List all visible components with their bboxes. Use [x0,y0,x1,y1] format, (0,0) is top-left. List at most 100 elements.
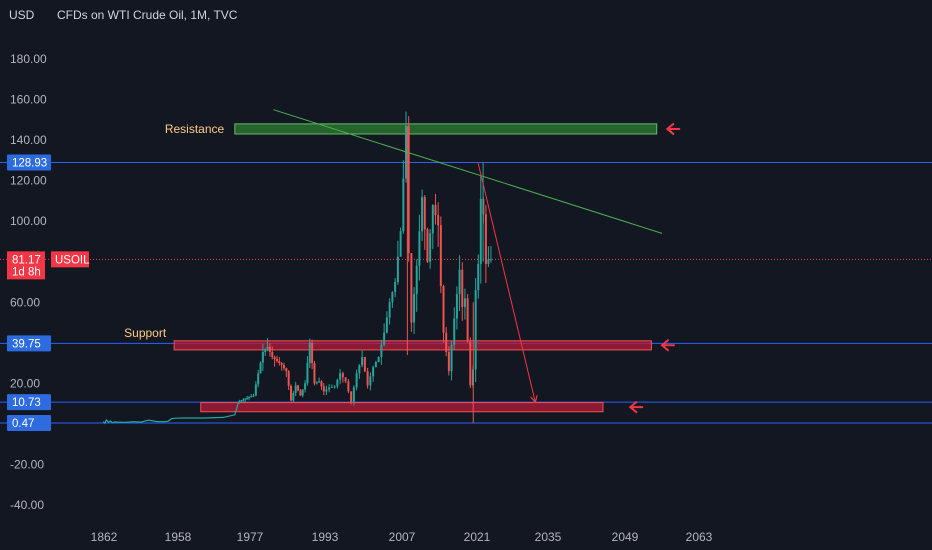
candle-body [248,397,251,399]
candle-body [396,256,399,282]
candle-body [344,377,347,382]
candle-body [266,346,269,350]
candle-body [372,367,375,377]
candle-body [363,357,366,372]
candle-body [322,386,325,392]
price-level-badge [7,394,51,411]
support-zone [200,402,604,413]
candle-body [352,387,355,402]
candle-body [325,389,328,392]
candle-body [328,387,331,390]
candle-body [301,389,304,396]
candle-body [426,229,429,262]
symbol-badge [51,251,89,268]
candle-body [294,385,297,393]
candle-body [285,368,288,372]
candle-body [238,401,241,403]
candle-body [489,259,492,261]
support-label: Support [124,326,167,340]
candle-body [287,371,290,386]
candle-body [394,282,397,293]
candle-body [358,365,361,374]
candle-body [455,294,458,319]
candle-body [458,269,461,295]
candle-body [242,399,245,401]
y-tick-label: 60.00 [10,295,40,309]
candle-body [407,125,410,254]
early-price-line [102,401,240,425]
candle-body [479,198,482,265]
candle-body [259,362,262,374]
candle-body [333,386,336,388]
candle-body [487,259,490,264]
candle-body [252,395,255,397]
pointer-arrow-icon [660,339,675,352]
candle-body [341,373,344,378]
candle-body [399,231,402,257]
candle-body [315,382,318,384]
candle-body [391,292,394,303]
price-level-badge [7,335,51,352]
projection-arrowhead [530,395,538,404]
candle-body [466,298,469,342]
support-zone [173,340,652,351]
candle-body [469,341,472,386]
last-price-countdown: 1d 8h [12,266,41,278]
candle-body [297,385,300,391]
x-tick-label: 2063 [686,530,713,544]
y-tick-label: 160.00 [10,93,47,107]
candle-body [442,286,445,333]
candle-body [437,215,440,226]
candle-body [254,384,257,396]
candle-body [257,373,260,385]
candle-body [261,351,264,363]
candle-body [461,269,464,308]
symbol-label: USOIL [55,254,90,266]
candle-body [280,363,283,366]
x-tick-label: 1958 [165,530,192,544]
candle-body [447,351,450,372]
candle-body [313,363,316,384]
price-level-badge [7,414,51,431]
price-level-value: 39.75 [12,338,41,350]
x-tick-label: 2021 [464,530,491,544]
last-price-value: 81.17 [12,254,41,266]
x-tick-label: 1977 [237,530,264,544]
y-tick-label: 140.00 [10,133,47,147]
candle-body [474,290,477,370]
candle-body [282,365,285,369]
candle-body [339,373,342,380]
candle-body [423,196,426,230]
candle-body [383,332,386,345]
y-tick-label: 120.00 [10,174,47,188]
candle-body [292,392,295,401]
candle-body [273,357,276,360]
y-tick-label: -20.00 [10,457,44,471]
candle-body [369,376,372,386]
candle-body [299,390,302,396]
candle-body [308,342,311,364]
candle-body [306,363,309,384]
candle-body [304,383,307,390]
y-tick-label: 100.00 [10,214,47,228]
last-price-badge [7,251,45,280]
candle-body [477,264,480,291]
y-tick-label: -40.00 [10,498,44,512]
x-tick-label: 2007 [389,530,416,544]
candle-body [421,196,424,232]
candle-body [463,298,466,308]
price-level-value: 10.73 [12,397,41,409]
projection-line [477,162,536,403]
candle-body [366,371,369,386]
candle-body [431,204,434,234]
candle-body [271,351,274,358]
candle-body [320,381,323,387]
resistance-zone [234,123,658,135]
candle-body [445,332,448,352]
candle-body [434,204,437,216]
trend-line [273,109,663,234]
x-tick-label: 1993 [312,530,339,544]
candle-body [275,359,278,362]
candle-body [240,400,243,402]
